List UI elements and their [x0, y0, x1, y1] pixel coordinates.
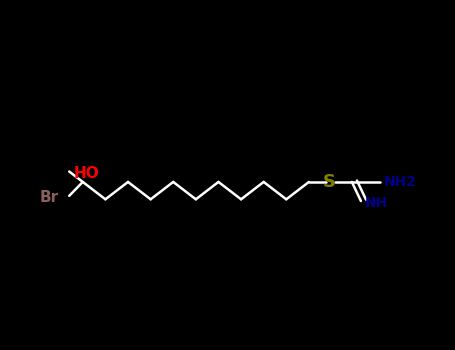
Text: NH: NH [364, 196, 388, 210]
Text: Br: Br [39, 190, 58, 205]
Text: S: S [323, 173, 336, 191]
Text: HO: HO [74, 166, 100, 181]
Text: NH2: NH2 [384, 175, 416, 189]
